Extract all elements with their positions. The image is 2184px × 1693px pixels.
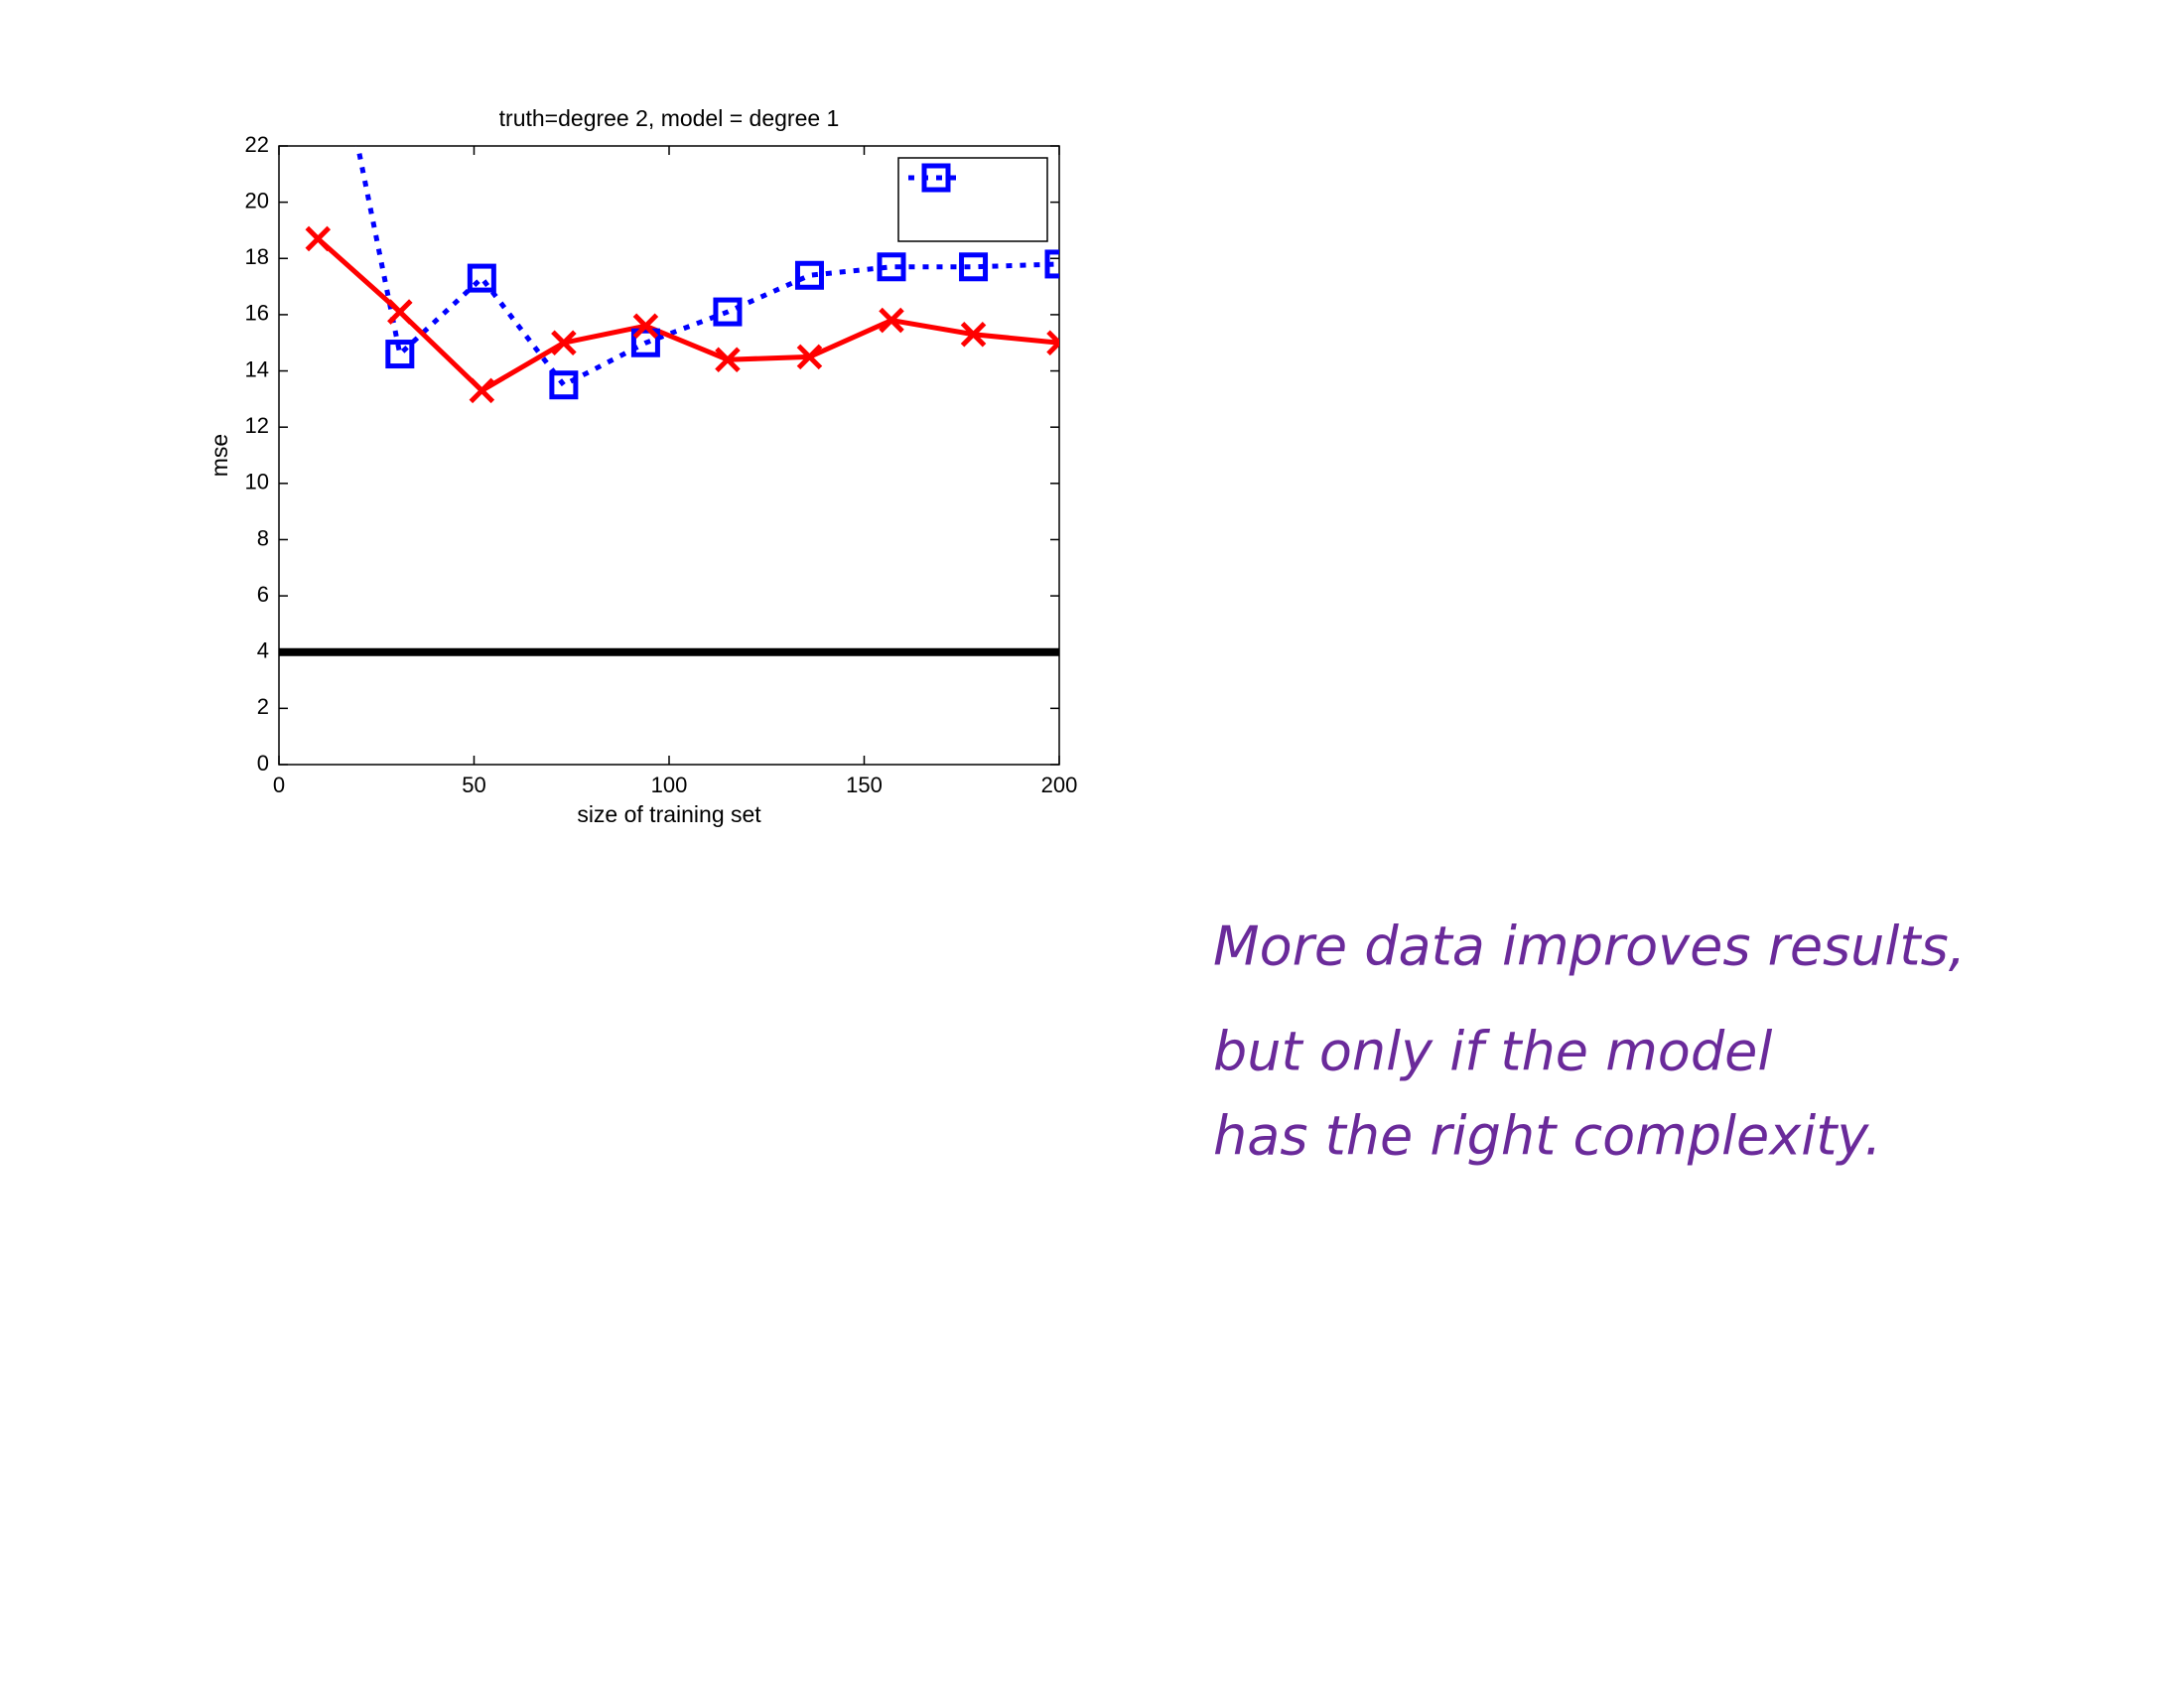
marker <box>632 313 659 340</box>
marker <box>305 225 332 252</box>
marker <box>796 344 823 370</box>
marker <box>469 377 495 404</box>
legend <box>897 157 1048 242</box>
plot-content <box>279 146 1059 656</box>
marker <box>713 297 743 327</box>
y-tick-label: 12 <box>245 413 269 438</box>
y-tick-label: 0 <box>257 751 269 776</box>
y-axis-label: mse <box>206 434 232 477</box>
y-tick-label: 14 <box>245 356 269 381</box>
x-tick-label: 150 <box>846 773 883 797</box>
note-line: but only if the model <box>1213 1021 1772 1083</box>
legend-box <box>897 157 1048 242</box>
y-tick-label: 16 <box>245 301 269 326</box>
marker <box>467 263 496 293</box>
y-tick-label: 8 <box>257 525 269 550</box>
x-tick-label: 50 <box>462 773 485 797</box>
marker <box>1046 330 1059 355</box>
y-tick-label: 22 <box>245 132 269 157</box>
series-line <box>316 236 1059 394</box>
y-tick-label: 6 <box>257 582 269 607</box>
series-line <box>354 146 1059 388</box>
note: More data improves results, but only if … <box>1213 916 1966 1168</box>
x-tick-label: 0 <box>273 773 285 797</box>
marker <box>879 307 904 334</box>
marker <box>549 370 579 400</box>
marker <box>630 328 660 357</box>
chart-title: truth=degree 2, model = degree 1 <box>499 105 840 131</box>
marker <box>715 347 741 372</box>
marker <box>551 330 577 355</box>
plot-area <box>278 145 1060 766</box>
marker <box>877 252 906 282</box>
chart: truth=degree 2, model = degree 1 size of … <box>206 105 1078 827</box>
y-tick-label: 10 <box>245 470 269 494</box>
marker <box>921 163 951 193</box>
marker <box>1044 249 1059 279</box>
note-line: More data improves results, <box>1213 916 1966 978</box>
x-tick-label: 200 <box>1041 773 1078 797</box>
x-axis-label: size of training set <box>577 801 761 827</box>
marker <box>960 321 987 348</box>
marker <box>794 260 824 290</box>
y-tick-label: 4 <box>257 638 269 663</box>
y-tick-label: 18 <box>245 244 269 269</box>
marker <box>959 252 989 282</box>
marker <box>385 340 415 369</box>
x-tick-label: 100 <box>651 773 688 797</box>
note-line: has the right complexity. <box>1213 1105 1881 1168</box>
y-tick-label: 20 <box>245 188 269 212</box>
marker <box>387 299 413 325</box>
y-tick-label: 2 <box>257 694 269 719</box>
